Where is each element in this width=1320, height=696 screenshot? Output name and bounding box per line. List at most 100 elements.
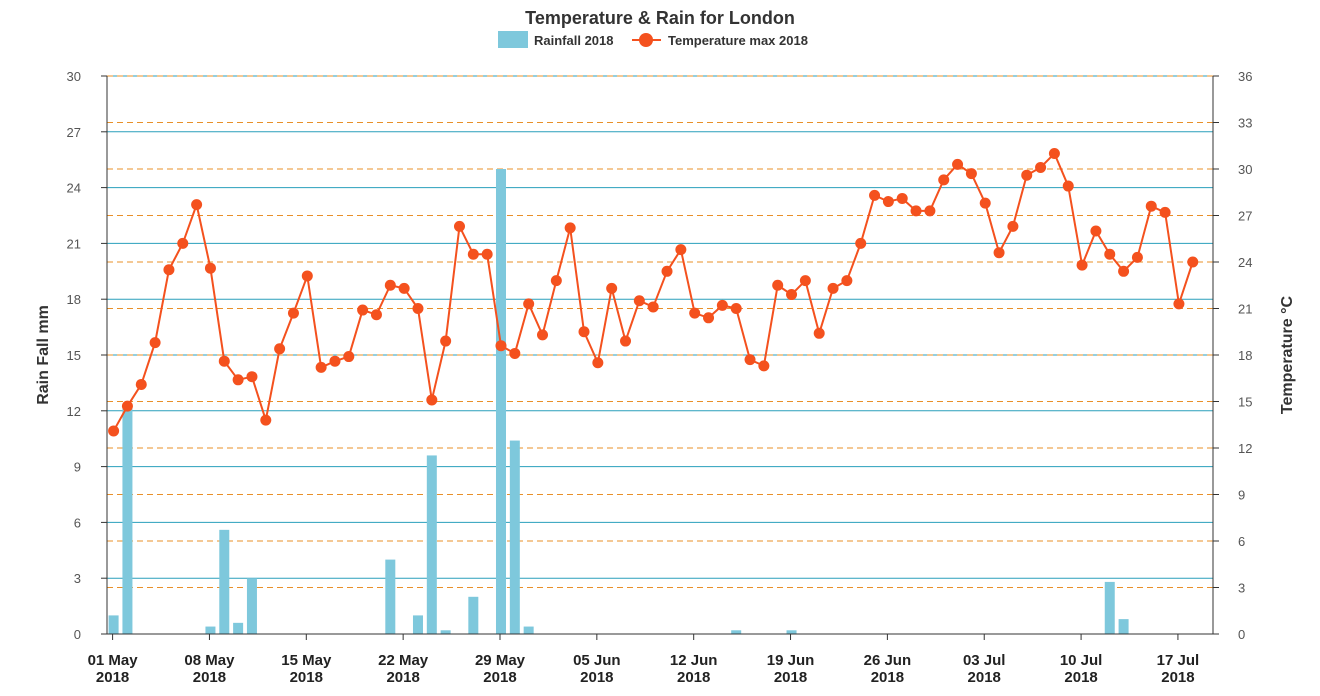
rainfall-bar[interactable]	[385, 559, 396, 634]
temperature-point[interactable]	[772, 279, 784, 291]
rainfall-bar[interactable]	[233, 622, 244, 634]
rainfall-bar[interactable]	[426, 455, 437, 634]
temperature-point[interactable]	[1104, 248, 1116, 260]
temperature-point[interactable]	[952, 158, 964, 170]
temperature-point[interactable]	[204, 262, 216, 274]
rainfall-bar[interactable]	[108, 615, 119, 634]
temperature-point[interactable]	[1007, 220, 1019, 232]
temperature-point[interactable]	[453, 220, 465, 232]
legend-item-rainfall[interactable]: Rainfall 2018	[498, 31, 614, 48]
temperature-point[interactable]	[357, 304, 369, 316]
rainfall-bar[interactable]	[495, 169, 506, 634]
rainfall-bar[interactable]	[1118, 619, 1129, 634]
temperature-point[interactable]	[315, 361, 327, 373]
temperature-point[interactable]	[191, 199, 203, 211]
temperature-point[interactable]	[1131, 251, 1143, 263]
temperature-point[interactable]	[1021, 169, 1033, 181]
temperature-point[interactable]	[121, 400, 133, 412]
temperature-point[interactable]	[979, 197, 991, 209]
rainfall-bar[interactable]	[205, 626, 216, 634]
temperature-point[interactable]	[730, 303, 742, 314]
rainfall-bar[interactable]	[731, 630, 742, 634]
temperature-point[interactable]	[744, 354, 756, 366]
temperature-point[interactable]	[938, 174, 950, 186]
temperature-point[interactable]	[564, 222, 576, 234]
temperature-point[interactable]	[965, 168, 977, 180]
rainfall-bar[interactable]	[122, 407, 133, 634]
temperature-point[interactable]	[149, 337, 161, 349]
temperature-point[interactable]	[855, 237, 867, 249]
temperature-point[interactable]	[1035, 161, 1047, 173]
temperature-point[interactable]	[509, 347, 521, 359]
temperature-point[interactable]	[841, 275, 853, 287]
temperature-point[interactable]	[647, 301, 659, 313]
temperature-point[interactable]	[1173, 298, 1185, 310]
rainfall-bar[interactable]	[509, 440, 520, 634]
rainfall-bar[interactable]	[1104, 581, 1115, 634]
temperature-point[interactable]	[689, 307, 701, 319]
temperature-point[interactable]	[896, 192, 908, 204]
rainfall-bar[interactable]	[246, 578, 257, 634]
temperature-point[interactable]	[536, 329, 548, 341]
temperature-point[interactable]	[398, 282, 410, 294]
temperature-point[interactable]	[412, 303, 424, 314]
temperature-point[interactable]	[1118, 265, 1130, 277]
temperature-point[interactable]	[232, 374, 244, 386]
temperature-point[interactable]	[481, 248, 493, 260]
temperature-point[interactable]	[274, 343, 286, 355]
temperature-point[interactable]	[675, 244, 687, 256]
temperature-point[interactable]	[813, 327, 825, 339]
temperature-point[interactable]	[370, 309, 382, 321]
temperature-point[interactable]	[1048, 148, 1060, 159]
temperature-point[interactable]	[799, 275, 811, 287]
temperature-point[interactable]	[1090, 225, 1102, 237]
rainfall-bar[interactable]	[412, 615, 423, 634]
temperature-point[interactable]	[135, 378, 147, 390]
temperature-point[interactable]	[329, 355, 341, 367]
temperature-point[interactable]	[550, 275, 562, 287]
temperature-point[interactable]	[1145, 200, 1157, 212]
temperature-point[interactable]	[467, 248, 479, 260]
temperature-point[interactable]	[177, 237, 189, 249]
temperature-point[interactable]	[924, 205, 936, 217]
temperature-point[interactable]	[910, 205, 922, 217]
rainfall-bar[interactable]	[219, 529, 230, 634]
legend-item-temperature[interactable]: Temperature max 2018	[632, 33, 808, 48]
temperature-point[interactable]	[578, 326, 590, 338]
temperature-point[interactable]	[287, 307, 299, 319]
rainfall-bar[interactable]	[786, 630, 797, 634]
temperature-point[interactable]	[993, 247, 1005, 259]
x-tick-label-year: 2018	[290, 669, 323, 686]
temperature-point[interactable]	[716, 299, 728, 311]
temperature-point[interactable]	[703, 312, 715, 324]
temperature-point[interactable]	[661, 265, 673, 277]
temperature-point[interactable]	[1076, 259, 1088, 271]
temperature-point[interactable]	[246, 371, 258, 383]
temperature-point[interactable]	[786, 289, 798, 301]
temperature-point[interactable]	[1062, 180, 1074, 192]
temperature-point[interactable]	[592, 357, 604, 369]
temperature-point[interactable]	[343, 351, 355, 363]
temperature-point[interactable]	[523, 298, 535, 310]
rainfall-bar[interactable]	[523, 626, 534, 634]
temperature-point[interactable]	[606, 282, 618, 294]
temperature-point[interactable]	[1187, 256, 1199, 268]
temperature-point[interactable]	[260, 414, 272, 426]
temperature-point[interactable]	[440, 335, 452, 347]
temperature-point[interactable]	[218, 355, 230, 367]
temperature-point[interactable]	[758, 360, 770, 372]
temperature-point[interactable]	[301, 270, 313, 282]
temperature-point[interactable]	[426, 394, 438, 406]
temperature-point[interactable]	[633, 295, 645, 307]
rainfall-bar[interactable]	[440, 630, 451, 634]
temperature-point[interactable]	[620, 335, 632, 347]
temperature-point[interactable]	[495, 340, 507, 352]
temperature-point[interactable]	[882, 196, 894, 208]
temperature-point[interactable]	[384, 279, 396, 291]
rainfall-bar[interactable]	[468, 596, 479, 634]
temperature-point[interactable]	[827, 282, 839, 294]
temperature-point[interactable]	[163, 264, 175, 276]
temperature-point[interactable]	[869, 189, 881, 201]
temperature-point[interactable]	[1159, 206, 1171, 218]
temperature-point[interactable]	[108, 425, 120, 437]
